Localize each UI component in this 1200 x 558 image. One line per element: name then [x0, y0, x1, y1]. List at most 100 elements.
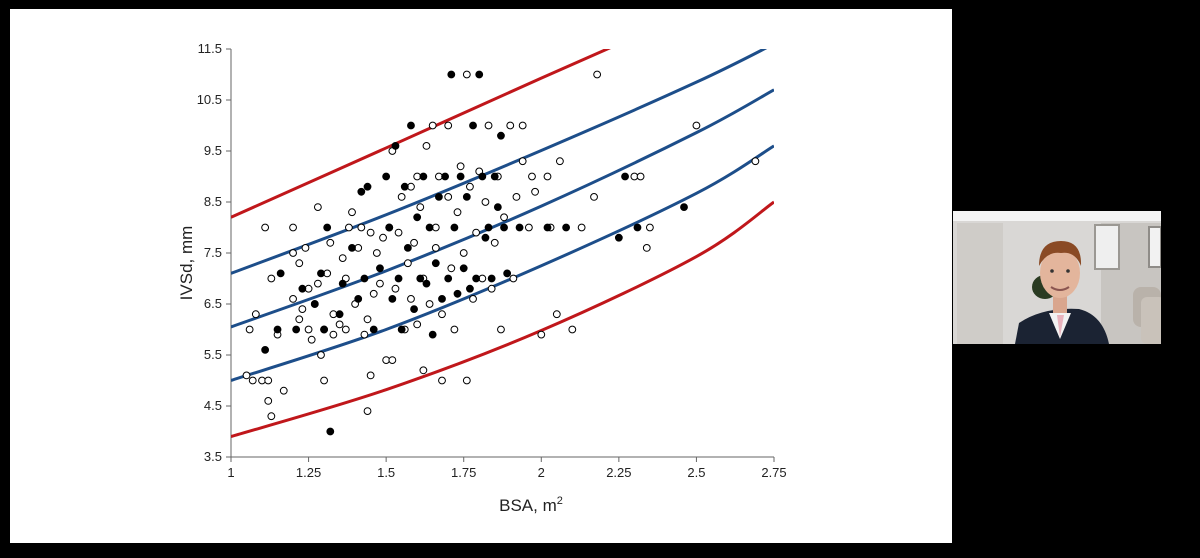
x-tick-label: 1.25 — [296, 465, 321, 480]
open-data-point — [568, 325, 577, 334]
webcam-video — [953, 211, 1161, 344]
filled-data-point — [276, 269, 285, 278]
filled-data-point — [310, 300, 319, 308]
filled-data-point — [422, 279, 431, 288]
open-data-point — [267, 274, 276, 283]
open-data-point — [338, 254, 347, 263]
filled-data-point — [357, 187, 366, 196]
filled-data-point — [292, 325, 301, 334]
open-data-point — [543, 172, 552, 181]
open-data-point — [456, 162, 465, 171]
open-data-point — [317, 351, 325, 359]
filled-data-point — [428, 330, 437, 339]
open-data-point — [438, 376, 446, 385]
filled-data-point — [385, 223, 394, 232]
y-tick-label: 3.5 — [204, 449, 222, 464]
open-data-point — [242, 371, 251, 380]
open-data-point — [295, 315, 304, 324]
open-data-point — [245, 325, 254, 334]
open-data-point — [366, 228, 375, 237]
filled-data-point — [403, 244, 412, 252]
filled-data-point — [503, 269, 512, 278]
filled-data-point — [388, 295, 397, 303]
filled-data-point — [543, 223, 552, 232]
filled-data-point — [462, 193, 471, 201]
open-data-point — [326, 238, 335, 247]
filled-data-point — [434, 193, 443, 201]
open-data-point — [251, 310, 260, 319]
open-data-point — [419, 366, 428, 375]
filled-data-point — [348, 244, 356, 252]
open-data-point — [313, 203, 322, 212]
y-tick-label: 7.5 — [204, 245, 222, 260]
filled-data-point — [394, 274, 403, 283]
y-tick-label: 9.5 — [204, 143, 222, 158]
y-tick-label: 6.5 — [204, 296, 222, 311]
y-tick-label: 11.5 — [198, 41, 222, 56]
open-data-point — [459, 249, 468, 257]
open-data-point — [425, 300, 434, 308]
filled-data-point — [487, 274, 496, 283]
blue-reference-curve-4 — [231, 144, 774, 382]
open-data-point — [341, 325, 350, 334]
filled-data-point — [484, 223, 493, 232]
open-data-point — [289, 249, 297, 257]
open-data-point — [497, 325, 505, 334]
open-data-point — [363, 407, 372, 416]
open-data-point — [751, 157, 760, 166]
open-data-point — [438, 310, 446, 319]
open-data-point — [490, 238, 499, 247]
open-data-point — [261, 223, 270, 232]
filled-data-point — [382, 172, 391, 181]
open-data-point — [512, 193, 521, 201]
open-data-point — [369, 289, 378, 298]
open-data-point — [450, 325, 459, 334]
open-data-point — [636, 172, 645, 181]
filled-data-point — [419, 172, 428, 181]
open-data-point — [388, 356, 397, 365]
x-tick-label: 1.5 — [377, 465, 395, 480]
open-data-point — [645, 223, 654, 232]
slide: 1 1.25 1.5 1.75 2 2.25 2.5 2.75 3.5 4.5 5.5 6.5 7.5 8… — [10, 9, 952, 543]
open-data-point — [298, 305, 307, 314]
filled-data-point — [562, 223, 571, 232]
open-data-point — [472, 228, 481, 237]
filled-data-point — [273, 325, 282, 334]
x-tick-label: 1 — [227, 465, 234, 480]
open-data-point — [518, 121, 527, 130]
filled-data-point — [261, 346, 270, 354]
open-data-point — [295, 259, 304, 268]
x-axis-title: BSA, m2 — [499, 495, 563, 515]
open-data-point — [264, 397, 273, 405]
filled-data-point — [298, 284, 307, 293]
open-data-point — [363, 315, 372, 324]
open-data-point — [642, 244, 651, 252]
y-tick-label: 5.5 — [204, 347, 222, 362]
open-data-point — [360, 330, 369, 339]
open-data-point — [379, 233, 387, 242]
filled-data-point — [475, 70, 484, 79]
filled-data-point — [497, 131, 505, 140]
open-data-point — [528, 172, 536, 181]
open-data-point — [577, 223, 586, 232]
open-data-point — [444, 193, 453, 201]
open-data-point — [462, 376, 471, 385]
open-data-point — [444, 121, 453, 130]
open-data-point — [484, 121, 493, 130]
filled-data-point — [490, 172, 499, 181]
open-data-point — [416, 203, 425, 212]
open-data-point — [248, 376, 257, 385]
filled-data-point — [478, 172, 487, 181]
filled-data-point — [481, 233, 490, 242]
open-data-point — [556, 157, 564, 166]
open-data-point — [500, 213, 508, 222]
filled-data-point — [472, 274, 481, 283]
open-data-point — [264, 376, 273, 385]
open-data-point — [518, 157, 527, 166]
filled-data-point — [456, 172, 465, 181]
open-data-point — [366, 371, 375, 380]
x-tick-label: 2.5 — [687, 465, 705, 480]
open-data-point — [397, 193, 406, 201]
open-data-point — [469, 295, 477, 303]
open-data-point — [593, 70, 602, 79]
